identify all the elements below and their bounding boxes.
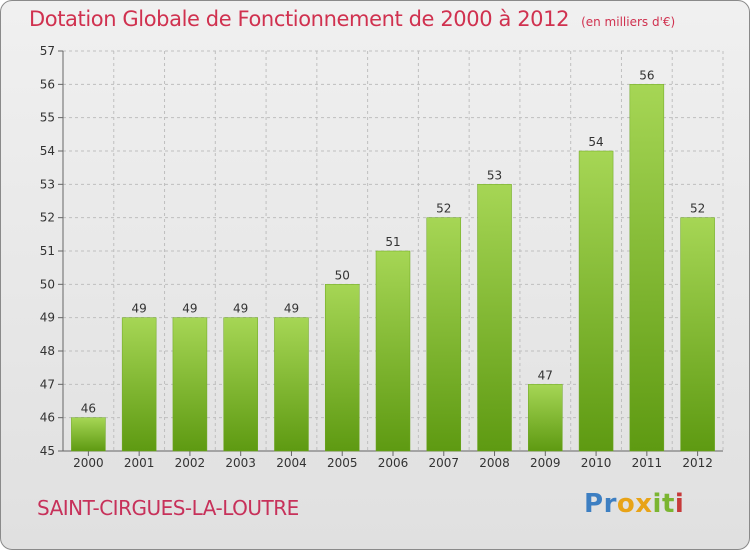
data-label-2003: 49: [233, 302, 248, 316]
y-tick-label: 49: [40, 311, 55, 325]
y-tick-label: 54: [40, 144, 55, 158]
labels: 45 46 47 48 49 50 51 52 53 54 55 56 57 46 2000 49 2001 49…: [40, 44, 713, 470]
data-label-2006: 51: [385, 235, 400, 249]
bar-2005: [324, 284, 360, 452]
y-tick-label: 57: [40, 44, 55, 58]
logo-letter: i: [652, 489, 662, 519]
y-tick-label: 45: [40, 444, 55, 458]
bar-2003: [223, 317, 258, 452]
y-tick-label: 47: [40, 377, 55, 391]
bar-2004: [274, 317, 309, 452]
x-tick-label: 2006: [378, 456, 409, 470]
bar-2010: [578, 150, 614, 452]
data-label-2000: 46: [81, 402, 96, 416]
data-label-2005: 50: [335, 268, 350, 282]
logo-letter: i: [674, 489, 685, 519]
x-tick-label: 2005: [327, 456, 358, 470]
y-tick-label: 48: [40, 344, 55, 358]
bar-2012: [680, 217, 715, 452]
data-label-2009: 47: [538, 368, 553, 382]
x-tick-label: 2002: [175, 456, 206, 470]
logo-letter: r: [603, 489, 617, 519]
bar-2002: [172, 317, 208, 452]
bar-2001: [121, 317, 157, 452]
x-tick-label: 2003: [225, 456, 256, 470]
logo-letter: P: [584, 489, 604, 519]
bar-2009: [528, 384, 563, 452]
data-label-2002: 49: [182, 302, 197, 316]
data-label-2004: 49: [284, 302, 299, 316]
y-tick-label: 55: [40, 111, 55, 125]
y-tick-label: 53: [40, 177, 55, 191]
y-tick-label: 51: [40, 244, 55, 258]
chart-title: Dotation Globale de Fonctionnement de 20…: [29, 7, 675, 31]
bar-2007: [426, 217, 462, 452]
x-tick-label: 2010: [581, 456, 612, 470]
bar-2011: [629, 84, 665, 452]
x-tick-label: 2008: [479, 456, 510, 470]
bar-2008: [477, 184, 512, 452]
data-label-2012: 52: [690, 202, 705, 216]
x-tick-label: 2009: [530, 456, 561, 470]
y-tick-label: 46: [40, 411, 55, 425]
chart-subtitle: (en milliers d'€): [581, 15, 676, 29]
bar-2000: [71, 417, 106, 452]
x-tick-label: 2000: [73, 456, 104, 470]
data-label-2011: 56: [639, 68, 654, 82]
x-tick-label: 2012: [682, 456, 713, 470]
data-label-2001: 49: [132, 302, 147, 316]
y-tick-label: 56: [40, 77, 55, 91]
bar-2006: [375, 250, 411, 452]
y-tick-label: 52: [40, 211, 55, 225]
title-text: Dotation Globale de Fonctionnement de 20…: [29, 7, 570, 31]
commune-name: SAINT-CIRGUES-LA-LOUTRE: [37, 496, 299, 520]
proxiti-logo: Proxiti: [584, 489, 684, 519]
logo-letter: o: [616, 489, 636, 519]
logo-letter: x: [635, 489, 653, 519]
data-label-2007: 52: [436, 202, 451, 216]
logo-letter: t: [661, 489, 675, 519]
data-label-2008: 53: [487, 168, 502, 182]
x-tick-label: 2011: [632, 456, 663, 470]
x-tick-label: 2007: [428, 456, 459, 470]
bars: [71, 84, 715, 452]
x-tick-label: 2004: [276, 456, 307, 470]
y-tick-label: 50: [40, 277, 55, 291]
x-tick-label: 2001: [124, 456, 155, 470]
data-label-2010: 54: [588, 135, 603, 149]
